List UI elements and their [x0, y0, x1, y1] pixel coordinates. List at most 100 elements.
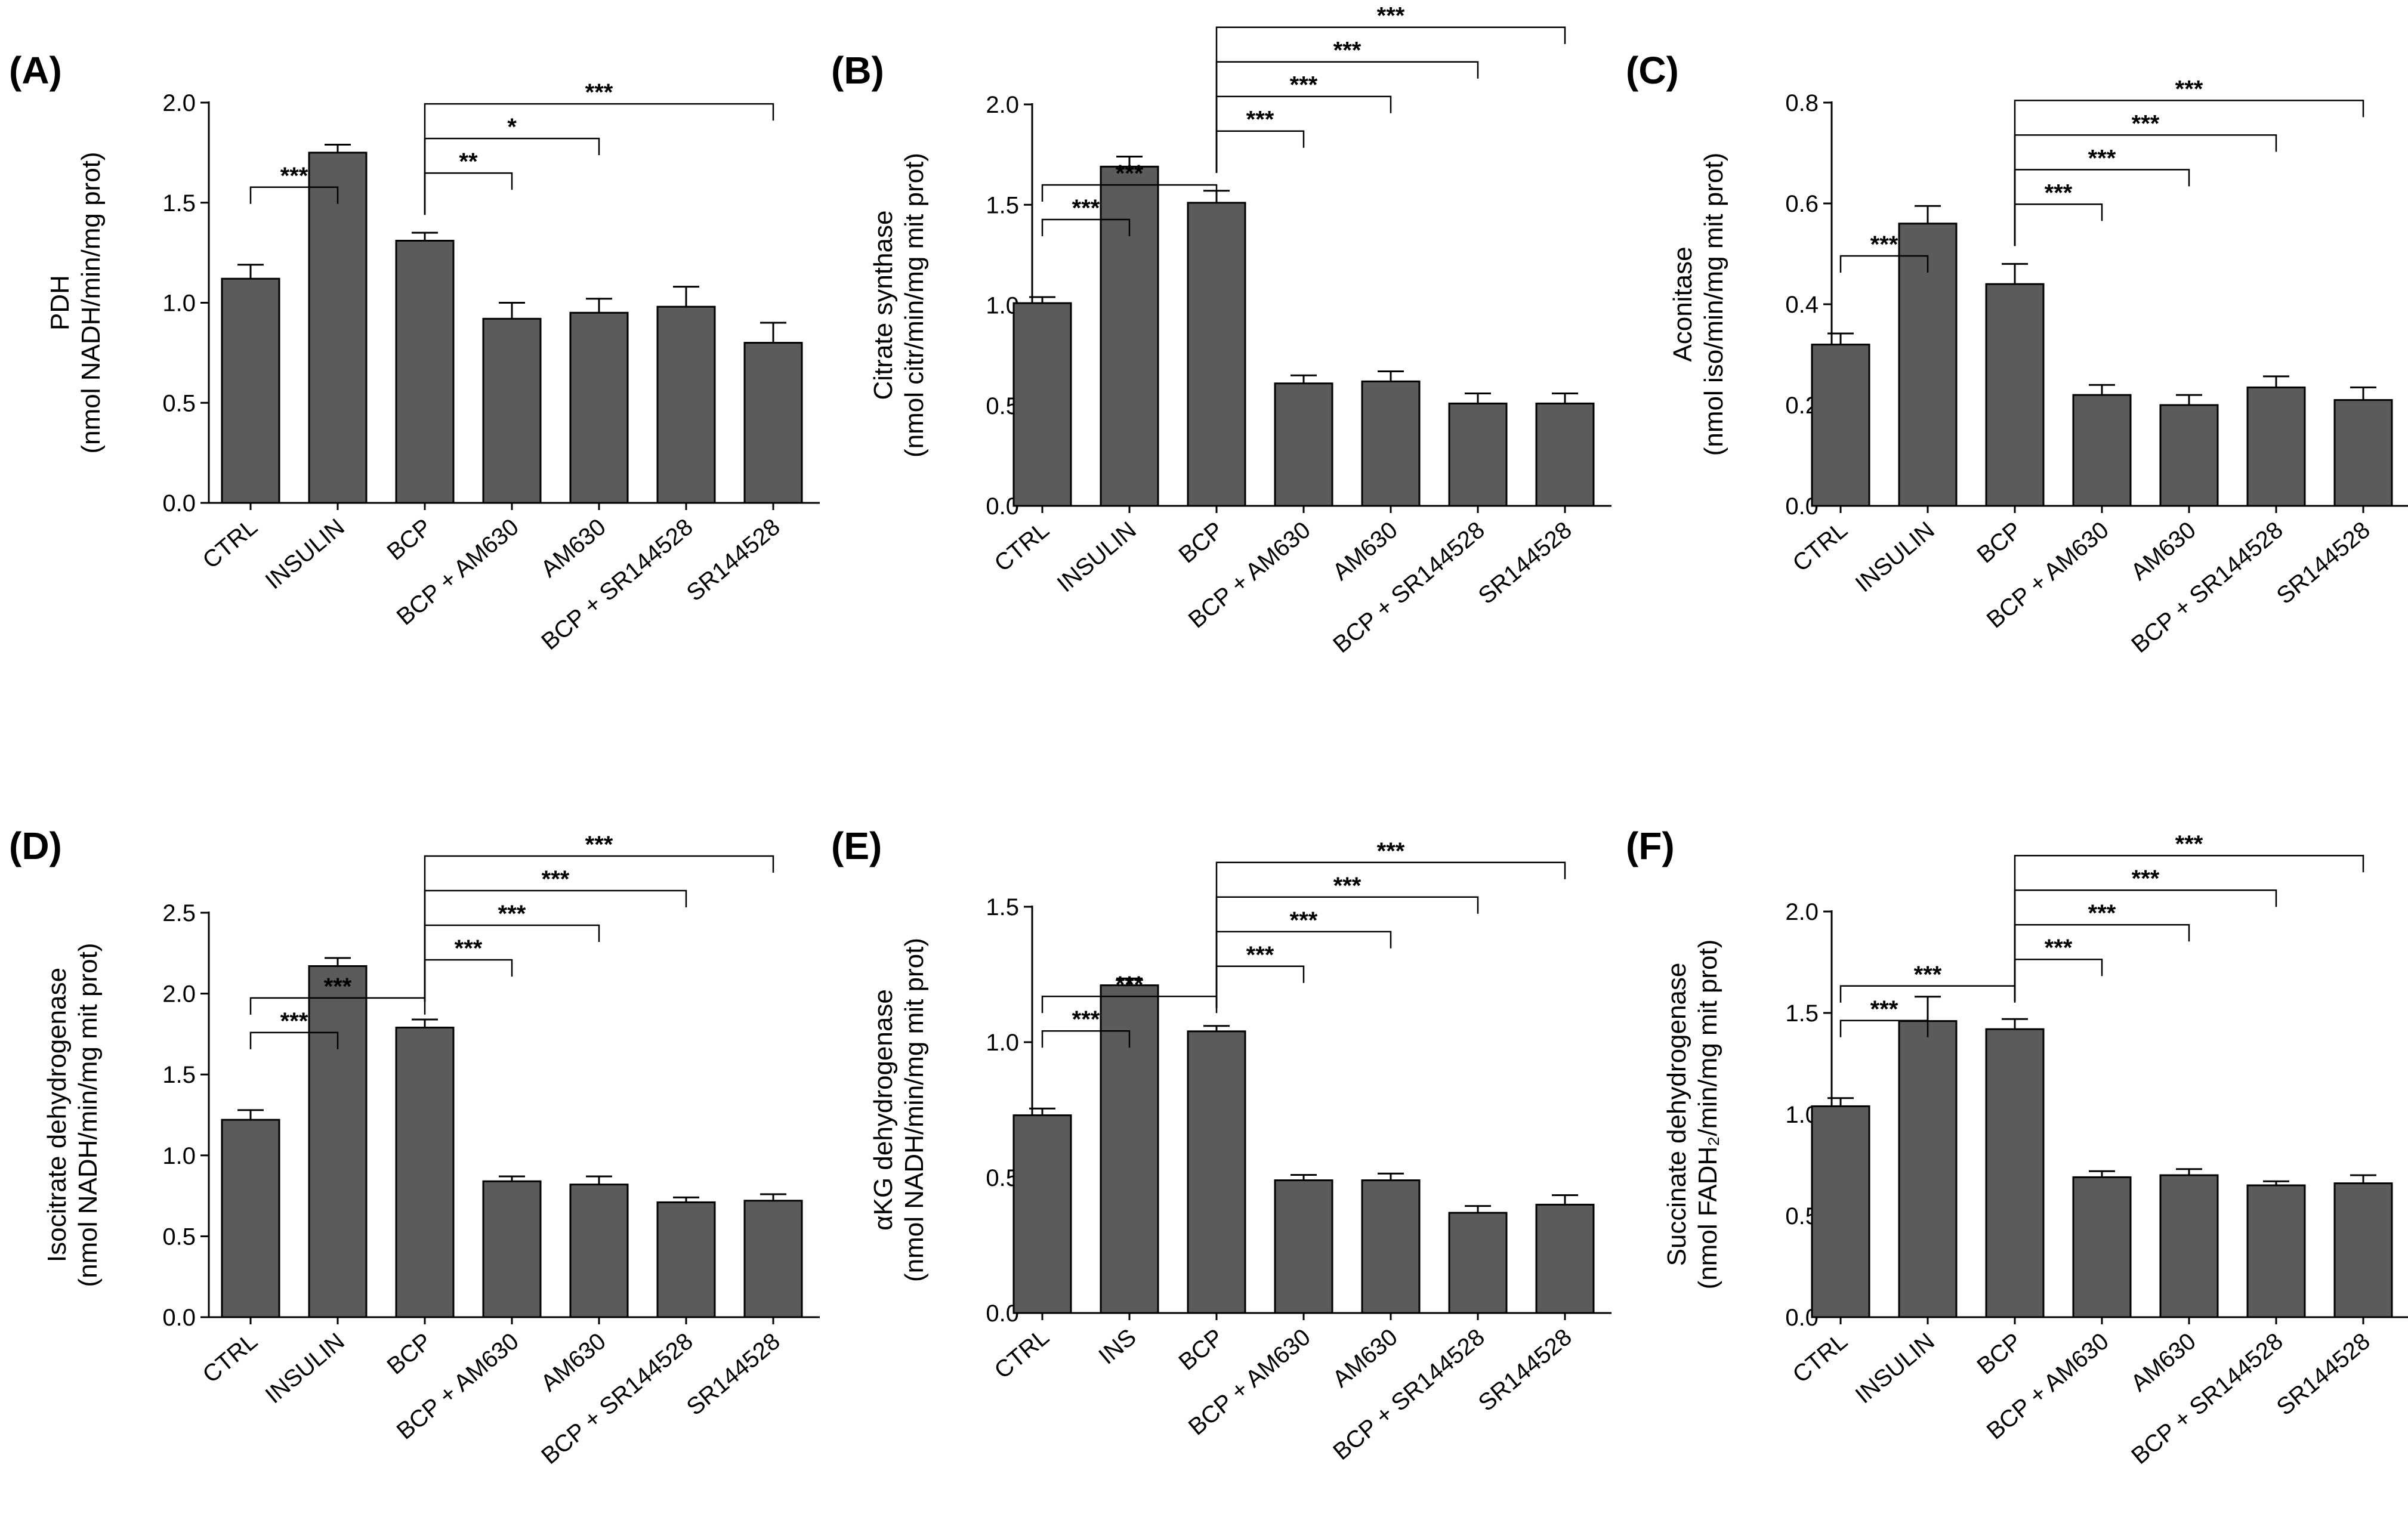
x-tick-label: AM630: [1328, 1324, 1402, 1392]
x-tick-label: BCP: [1174, 1324, 1228, 1376]
x-tick-label: CTRL: [989, 1324, 1054, 1384]
significance-label: ***: [1333, 873, 1362, 899]
x-tick-label: BCP: [1174, 517, 1228, 569]
bar: [2333, 399, 2393, 507]
x-tick-label: BCP: [1972, 517, 2026, 569]
x-tick-label: CTRL: [1788, 517, 1852, 577]
bar: [308, 152, 368, 504]
bar: [482, 317, 542, 504]
bar: [743, 342, 803, 504]
bar: [2159, 404, 2219, 507]
y-tick-label: 2.0: [986, 92, 1019, 118]
x-tick-label: BCP + SR144528: [2126, 1328, 2287, 1469]
x-tick-label: SR144528: [682, 514, 785, 606]
significance-label: ***: [1246, 107, 1274, 133]
significance-label: ***: [2088, 145, 2116, 171]
y-axis-title: Citrate synthase: [869, 211, 898, 400]
significance-bracket: [1215, 861, 1566, 1008]
significance-bracket: [424, 959, 513, 1002]
x-tick-label: BCP + SR144528: [1328, 517, 1489, 658]
significance-label: ***: [1914, 962, 1942, 988]
bar: [2246, 1184, 2306, 1318]
significance-bracket: [1215, 965, 1305, 1008]
y-tick-label: 2.5: [162, 900, 196, 926]
y-tick-label: 0.0: [162, 1305, 196, 1331]
significance-bracket: [2014, 854, 2364, 1002]
significance-label: ***: [1870, 996, 1898, 1022]
y-tick-label: 0.0: [162, 490, 196, 517]
significance-bracket: [249, 186, 339, 204]
bar: [2072, 394, 2132, 507]
significance-label: ***: [1290, 907, 1318, 934]
significance-label: ***: [1246, 942, 1274, 968]
chart-panel: (A) PDH (nmol NADH/min/mg prot) 0.0 0.5 1.0 1.…: [9, 49, 820, 655]
panel-label: (B): [831, 49, 884, 92]
chart-panel: (D) Isocitrate dehydrogenase (nmol NADH/mi…: [9, 824, 820, 1469]
x-tick-label: INSULIN: [1052, 517, 1141, 597]
significance-label: ***: [2132, 866, 2160, 892]
bar: [2072, 1176, 2132, 1318]
bar: [395, 1027, 455, 1318]
x-tick-label: SR144528: [2272, 517, 2375, 609]
bar: [395, 239, 455, 504]
y-axis-subtitle: (nmol NADH/min/mg prot): [76, 152, 106, 453]
x-tick-label: AM630: [536, 514, 610, 582]
significance-label: ***: [2132, 110, 2160, 137]
panel-label: (F): [1626, 824, 1675, 867]
x-tick-label: SR144528: [1474, 1324, 1577, 1416]
bar: [2159, 1174, 2219, 1318]
bar: [482, 1180, 542, 1318]
y-tick-label: 1.0: [986, 1030, 1019, 1056]
bar: [656, 305, 716, 504]
bar: [1012, 302, 1072, 507]
y-axis-title: Isocitrate dehydrogenase: [42, 968, 72, 1262]
significance-label: ***: [1072, 1006, 1100, 1033]
y-tick-label: 0.5: [162, 390, 196, 416]
significance-label: ***: [585, 832, 613, 858]
y-tick-label: 2.0: [162, 90, 196, 116]
significance-bracket: [1041, 1030, 1131, 1048]
significance-label: ***: [280, 1008, 308, 1034]
bar: [743, 1200, 803, 1318]
significance-bracket: [1839, 1019, 1929, 1037]
y-tick-label: 1.0: [162, 291, 196, 317]
x-tick-label: INSULIN: [1851, 517, 1940, 597]
y-tick-label: 1.0: [162, 1143, 196, 1169]
significance-label: ***: [585, 79, 613, 106]
bar: [1274, 1179, 1333, 1314]
x-tick-label: BCP: [1972, 1328, 2026, 1380]
significance-label: ***: [2088, 900, 2116, 926]
x-tick-label: BCP: [382, 514, 436, 566]
significance-label: ***: [542, 866, 570, 892]
bar: [1187, 202, 1246, 507]
significance-label: ***: [2175, 76, 2203, 102]
bar: [1811, 344, 1870, 507]
x-tick-label: BCP + SR144528: [536, 1328, 697, 1469]
panel-label: (C): [1626, 49, 1679, 92]
bar: [1448, 402, 1508, 507]
x-tick-label: INSULIN: [1851, 1328, 1940, 1408]
significance-label: ***: [1290, 72, 1318, 98]
y-axis-subtitle: (nmol iso/min/mg mit prot): [1699, 153, 1728, 456]
significance-bracket: [1041, 184, 1218, 202]
significance-bracket: [1215, 26, 1566, 173]
bar: [2333, 1182, 2393, 1318]
significance-bracket: [1041, 218, 1131, 237]
significance-label: ***: [1377, 838, 1405, 864]
significance-label: *: [507, 114, 517, 140]
significance-bracket: [2014, 958, 2103, 1002]
significance-label: ***: [2045, 935, 2073, 961]
x-tick-label: BCP + SR144528: [1328, 1324, 1489, 1465]
bar: [1187, 1030, 1246, 1314]
bar: [569, 1184, 629, 1318]
bar: [656, 1201, 716, 1318]
x-tick-label: AM630: [2126, 1328, 2200, 1397]
x-tick-label: CTRL: [1788, 1328, 1852, 1388]
significance-label: ***: [2175, 831, 2203, 857]
y-axis-subtitle: (nmol NADH/min/mg mit prot): [900, 938, 929, 1282]
panel-label: (D): [9, 824, 62, 867]
x-tick-label: INSULIN: [261, 1328, 350, 1408]
y-axis-subtitle: (nmol citr/min/mg mit prot): [900, 153, 929, 458]
x-tick-label: INS: [1094, 1324, 1141, 1370]
